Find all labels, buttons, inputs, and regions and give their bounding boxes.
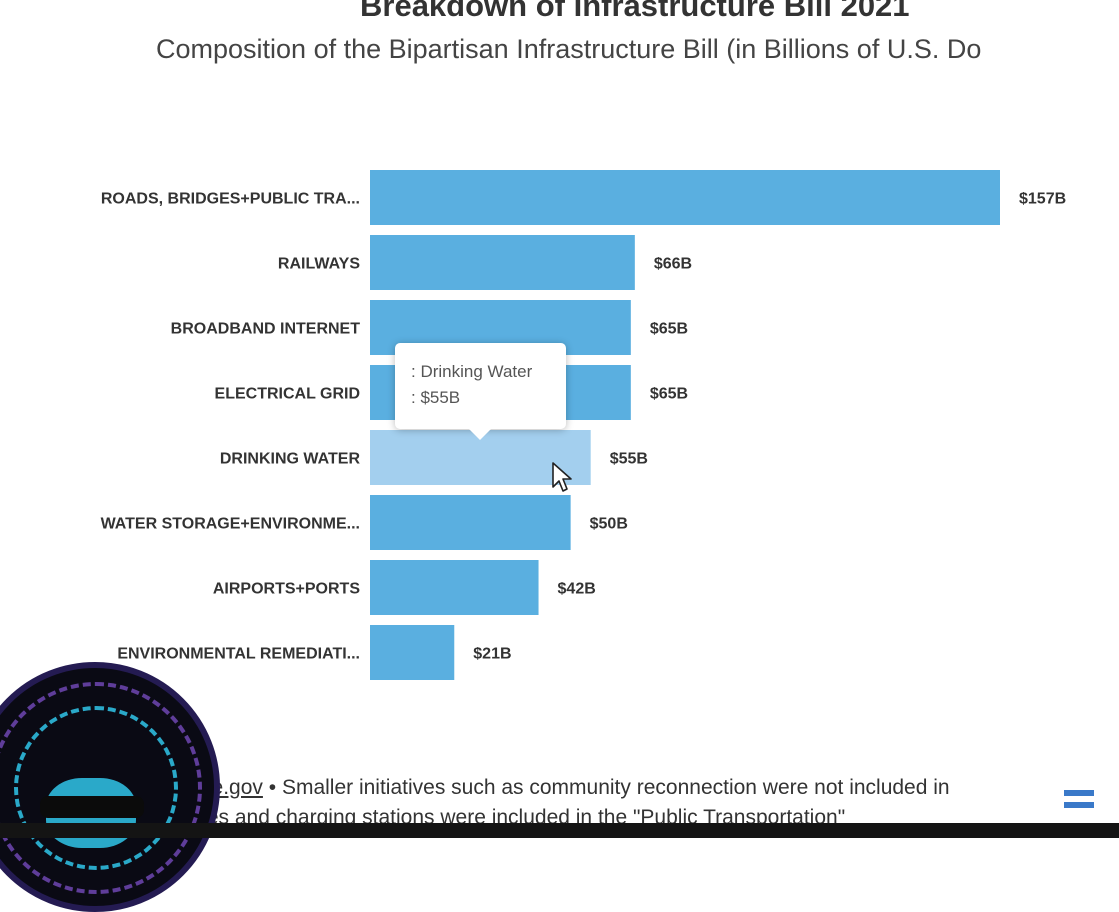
category-label-5: WATER STORAGE+ENVIRONME... — [101, 516, 360, 533]
tooltip-category: : Drinking Water — [411, 362, 533, 381]
value-label-6: $42B — [558, 581, 596, 598]
chart-title: Breakdown of Infrastructure Bill 2021 — [360, 0, 910, 23]
tooltip-arrow — [469, 429, 491, 440]
chart-subtitle: Composition of the Bipartisan Infrastruc… — [156, 34, 982, 64]
category-label-0: ROADS, BRIDGES+PUBLIC TRA... — [101, 191, 360, 208]
value-label-5: $50B — [590, 516, 628, 533]
value-label-1: $66B — [654, 256, 692, 273]
bottom-bar — [0, 823, 1119, 838]
footer-note: • Smaller initiatives such as community … — [262, 776, 950, 799]
bar-6[interactable] — [370, 560, 539, 615]
category-label-2: BROADBAND INTERNET — [171, 321, 361, 338]
value-label-0: $157B — [1019, 191, 1066, 208]
category-label-6: AIRPORTS+PORTS — [213, 581, 360, 598]
category-label-4: DRINKING WATER — [220, 451, 361, 468]
brand-logo-icon — [1064, 790, 1094, 820]
mouse-cursor-icon — [552, 462, 572, 492]
chart-tooltip: : Drinking Water : $55B — [395, 343, 566, 440]
value-label-3: $65B — [650, 386, 688, 403]
bar-0[interactable] — [370, 170, 1000, 225]
category-label-3: ELECTRICAL GRID — [215, 386, 360, 403]
value-label-7: $21B — [473, 646, 511, 663]
tooltip-value: : $55B — [411, 388, 461, 407]
bar-5[interactable] — [370, 495, 571, 550]
bar-7[interactable] — [370, 625, 455, 680]
value-label-2: $65B — [650, 321, 688, 338]
value-label-4: $55B — [610, 451, 648, 468]
category-label-7: ENVIRONMENTAL REMEDIATI... — [117, 646, 360, 663]
bar-1[interactable] — [370, 235, 635, 290]
category-label-1: RAILWAYS — [278, 256, 360, 273]
